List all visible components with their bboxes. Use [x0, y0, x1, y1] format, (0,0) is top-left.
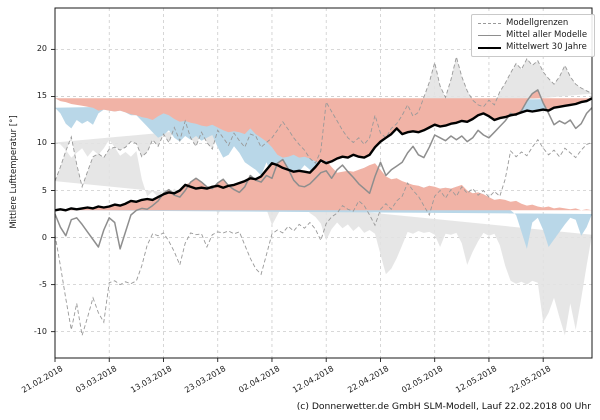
- legend-label: Modellgrenzen: [506, 18, 569, 28]
- y-axis-label: Mittlere Lufttemperatur [°]: [9, 115, 19, 229]
- y-tick-label: 10: [36, 138, 47, 148]
- y-tick-label: 0: [41, 232, 47, 242]
- thick-black-line-swatch-icon: [478, 46, 501, 49]
- chart-legend: Modellgrenzen Mittel aller Modelle Mitte…: [471, 14, 596, 57]
- warmer-than-mean-fill: [55, 89, 592, 211]
- legend-item-mittelwert-30-jahre: Mittelwert 30 Jahre: [478, 43, 587, 52]
- lower-bound-line: [54, 138, 593, 336]
- y-tick-label: -10: [33, 326, 47, 336]
- model-mean-line: [54, 89, 593, 250]
- model-bounds-band: [55, 56, 592, 336]
- legend-item-mittel-aller-modelle: Mittel aller Modelle: [478, 31, 587, 40]
- mean-30y-line: [54, 97, 593, 212]
- upper-bound-line: [54, 56, 593, 189]
- y-tick-label: 15: [36, 91, 47, 101]
- y-tick-label: 5: [41, 185, 47, 195]
- legend-label: Mittel aller Modelle: [506, 30, 588, 40]
- solid-gray-line-swatch-icon: [478, 35, 501, 36]
- plot-border: [54, 7, 593, 359]
- y-tick-label: -5: [39, 279, 47, 289]
- legend-label: Mittelwert 30 Jahre: [506, 42, 587, 52]
- copyright-caption: (c) Donnerwetter.de GmbH SLM-Modell, Lau…: [296, 401, 591, 412]
- legend-item-modellgrenzen: Modellgrenzen: [478, 19, 587, 28]
- y-tick-label: 20: [36, 44, 47, 54]
- dashed-line-swatch-icon: [478, 23, 501, 24]
